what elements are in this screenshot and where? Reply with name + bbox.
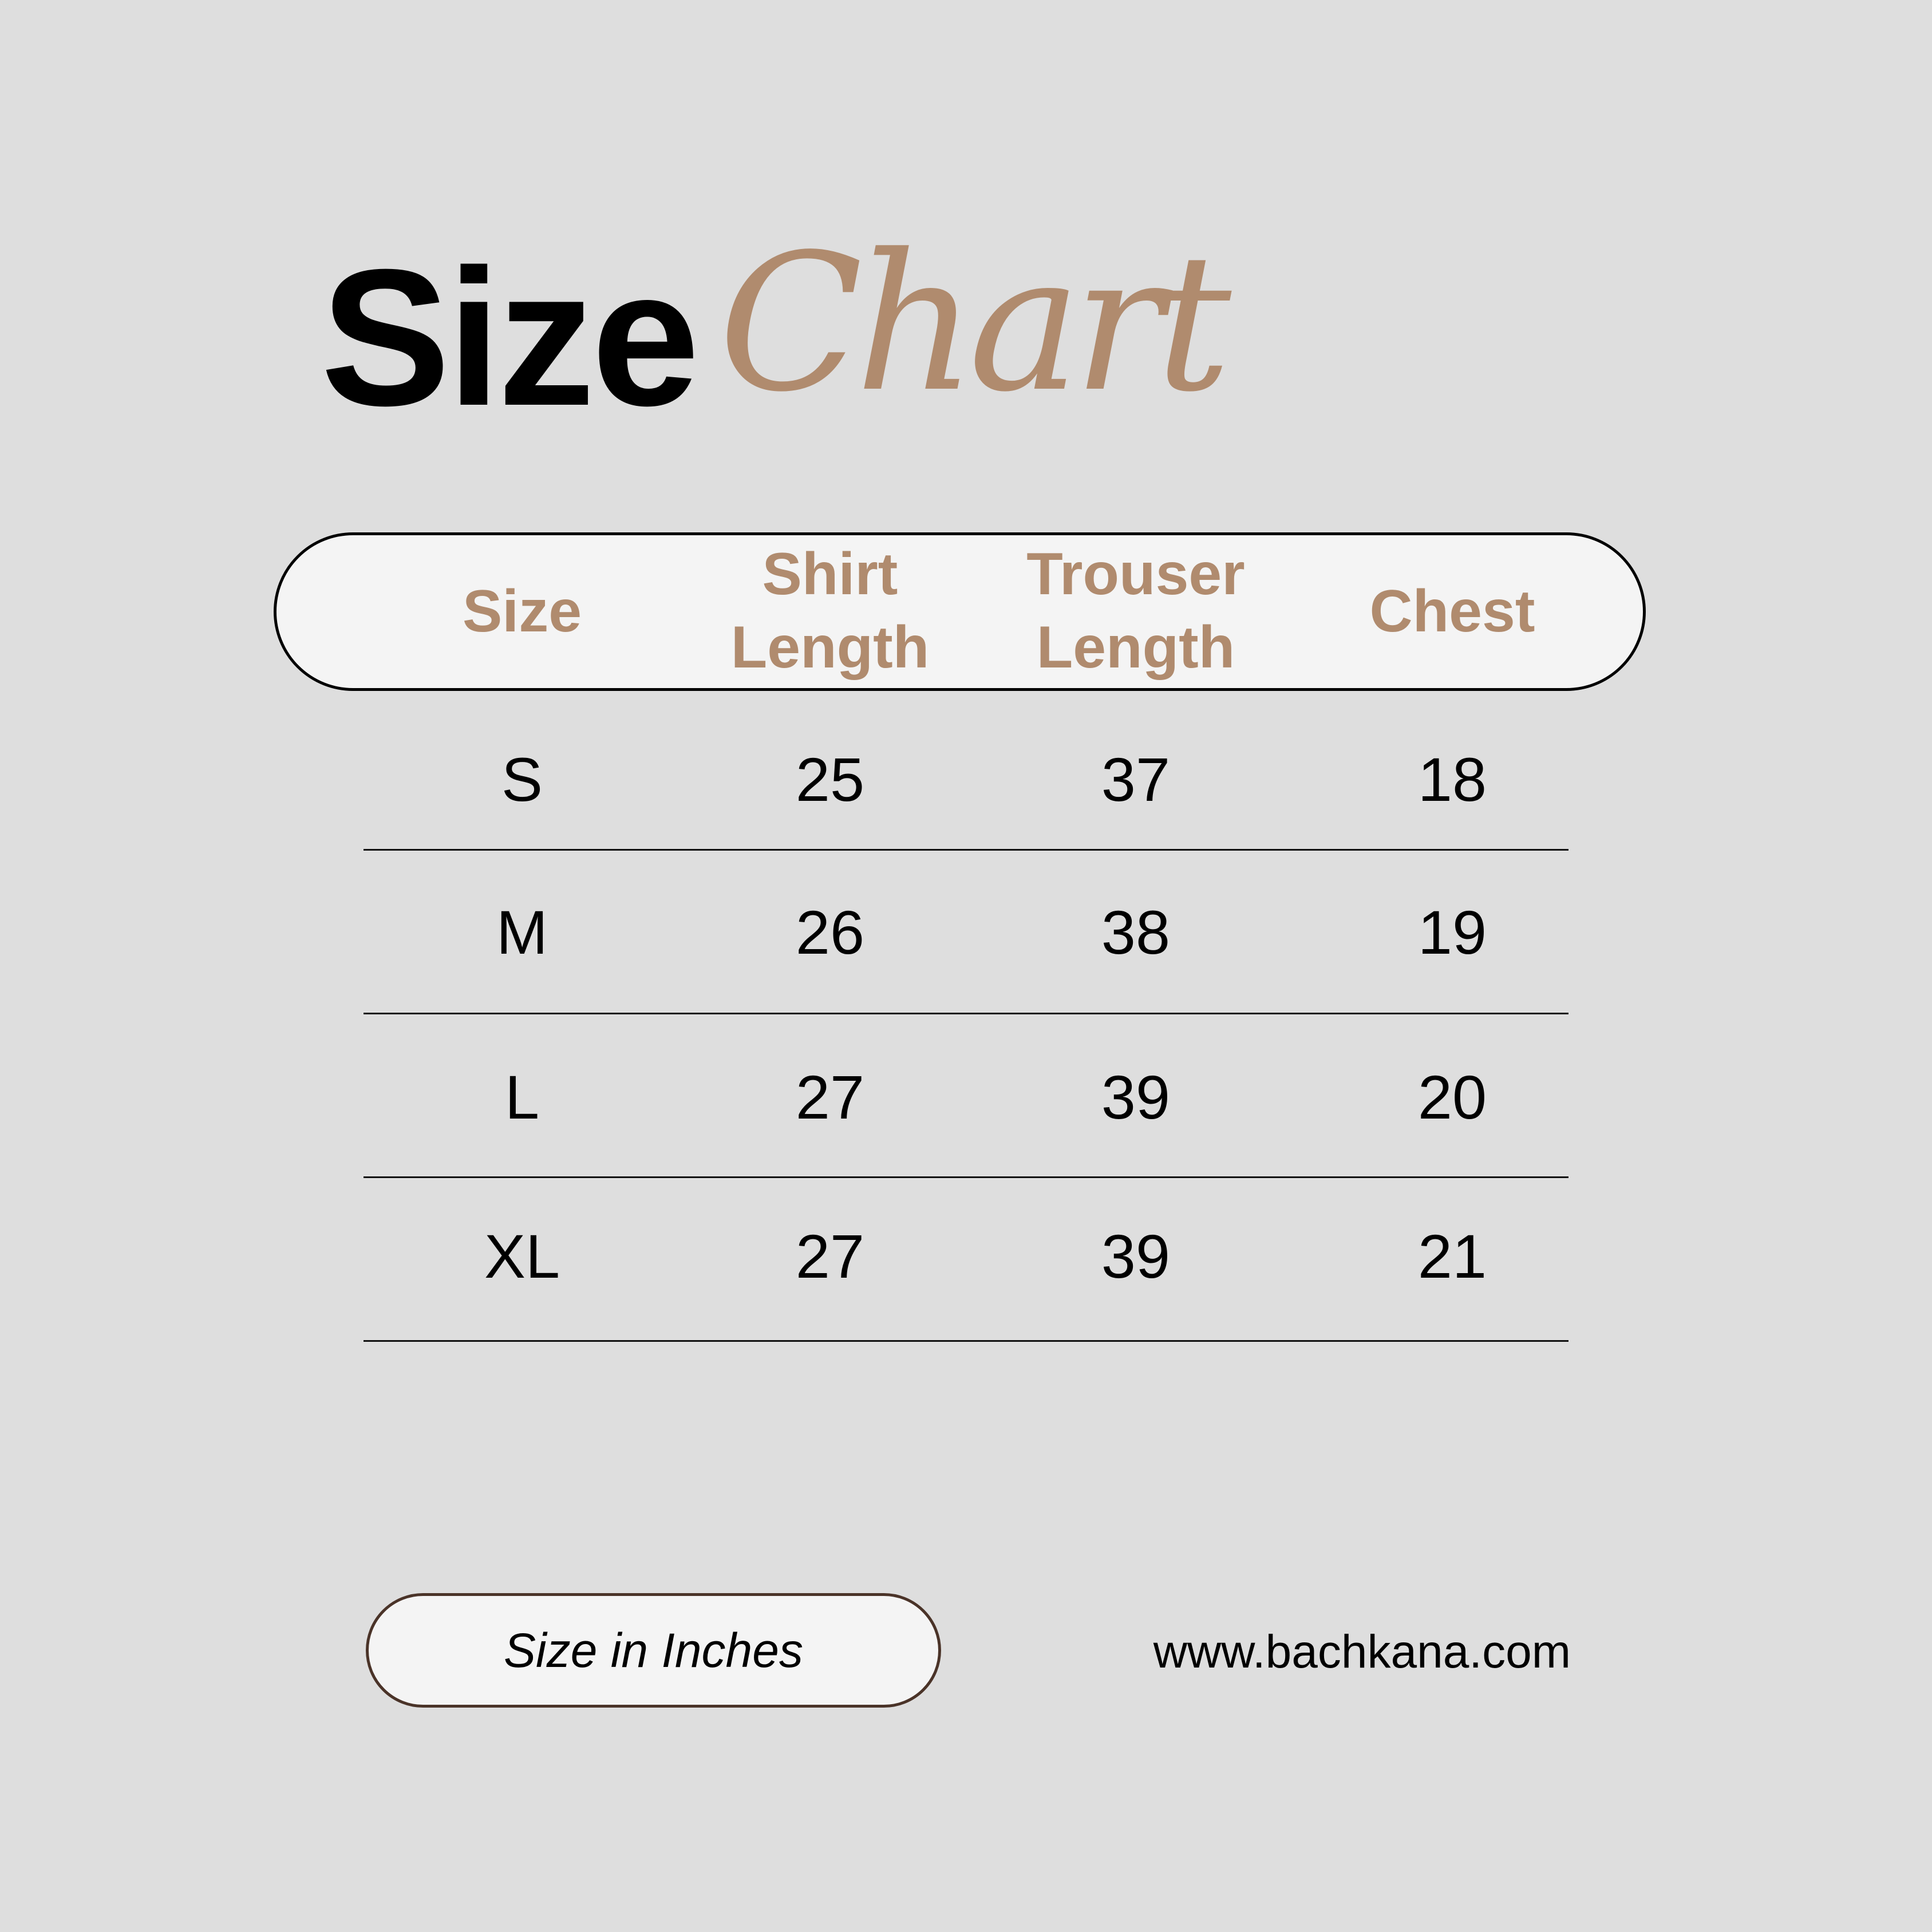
table-cell: S (501, 745, 543, 814)
header-cell: Shirt (762, 541, 898, 607)
table-cell: XL (484, 1222, 560, 1291)
table-cell: 38 (1101, 898, 1171, 967)
table-cell: 18 (1417, 745, 1487, 814)
units-note: Size in Inches (366, 1593, 941, 1708)
table-cell: 26 (795, 898, 865, 967)
row-divider (364, 1340, 1568, 1342)
title-chart-script: Chart (718, 214, 1231, 433)
table-cell: M (496, 898, 548, 967)
row-divider (364, 849, 1568, 851)
table-cell: 21 (1417, 1222, 1487, 1291)
header-cell: Length (730, 614, 930, 681)
table-header (274, 532, 1646, 691)
row-divider (364, 1013, 1568, 1014)
header-cell: Length (1036, 614, 1235, 681)
table-cell: 25 (795, 745, 865, 814)
table-cell: 19 (1417, 898, 1487, 967)
table-cell: 37 (1101, 745, 1171, 814)
header-cell: Trouser (1026, 541, 1245, 607)
table-cell: 39 (1101, 1062, 1171, 1132)
table-cell: 27 (795, 1062, 865, 1132)
table-cell: 20 (1417, 1062, 1487, 1132)
header-cell: Size (462, 578, 582, 645)
row-divider (364, 1176, 1568, 1178)
header-cell: Chest (1369, 578, 1535, 645)
website-url: www.bachkana.com (1153, 1626, 1571, 1678)
units-note-text: Size in Inches (504, 1623, 803, 1677)
table-cell: 39 (1101, 1222, 1171, 1291)
table-cell: L (504, 1062, 540, 1132)
table-cell: 27 (795, 1222, 865, 1291)
title-size: Size (321, 229, 700, 447)
